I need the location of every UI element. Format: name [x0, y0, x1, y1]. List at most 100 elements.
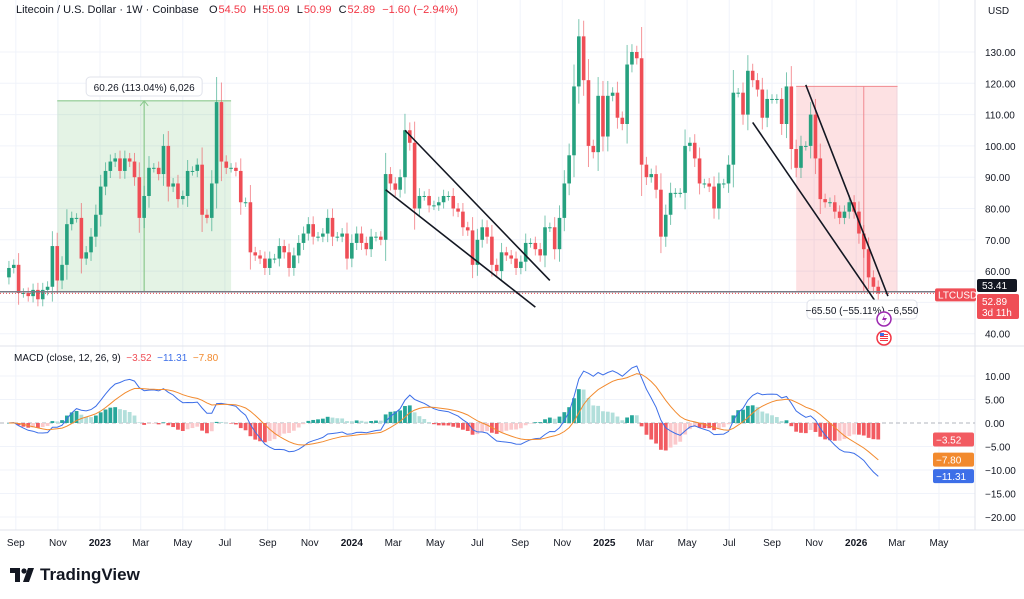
macd-histogram-bar [171, 423, 176, 428]
macd-title: MACD (close, 12, 26, 9) [14, 353, 121, 364]
candle [861, 224, 866, 258]
candle [137, 162, 142, 233]
candle [818, 143, 823, 214]
candle [176, 174, 180, 208]
candle-body [296, 242, 301, 256]
candle-body [456, 208, 460, 212]
candle [161, 134, 166, 186]
candle [26, 287, 31, 302]
candle-body [601, 95, 605, 137]
flag-canton [880, 333, 884, 336]
candle [354, 226, 359, 250]
candle [712, 176, 716, 219]
candle [465, 221, 470, 236]
tradingview-logo[interactable]: TradingView [10, 565, 140, 585]
candle [243, 197, 248, 207]
symbol-title[interactable]: Litecoin / U.S. Dollar · 1W · Coinbase [16, 4, 199, 16]
candle [103, 162, 108, 196]
price-tick-label: 80.00 [985, 205, 1010, 216]
candle-body [721, 183, 726, 185]
macd-legend[interactable]: MACD (close, 12, 26, 9) −3.52 −11.31 −7.… [14, 353, 218, 364]
macd-histogram-bar [103, 409, 108, 423]
price-tick-label: 40.00 [985, 330, 1010, 341]
macd-histogram-bar [180, 423, 185, 431]
macd-histogram-bar [422, 419, 427, 423]
time-tick-label: Mar [636, 538, 654, 549]
candle-body [166, 145, 171, 187]
macd-signal-tag [933, 452, 974, 467]
candle-body [461, 211, 465, 228]
candle [374, 231, 378, 242]
candle [118, 150, 122, 179]
macd-histogram-bar [741, 409, 745, 423]
candle-body [219, 102, 224, 162]
lightning-event-icon[interactable] [876, 311, 892, 327]
macd-histogram-bar [876, 423, 881, 440]
candle [499, 242, 504, 281]
candle-body [132, 161, 137, 178]
candle [779, 87, 784, 135]
candle [707, 177, 712, 193]
time-tick-label: Nov [553, 538, 571, 549]
candle-body [605, 95, 610, 137]
candle [383, 152, 388, 261]
macd-histogram-bar [687, 423, 692, 430]
candle [451, 188, 456, 217]
macd-histogram-bar [369, 420, 374, 423]
macd-histogram-bar [176, 423, 180, 430]
candle [345, 222, 349, 270]
candle-body [195, 164, 200, 171]
candle-body [374, 236, 378, 238]
candle [765, 89, 769, 128]
candle-body [200, 164, 204, 215]
candle-body [253, 252, 258, 256]
macd-histogram-bar [40, 423, 45, 428]
low-value: 50.99 [303, 4, 332, 16]
candle-body [504, 252, 509, 256]
candle-body [823, 199, 827, 203]
time-tick-label: May [426, 538, 445, 549]
macd-histogram-bar [509, 423, 514, 430]
candle [480, 219, 485, 248]
candle [45, 281, 50, 296]
time-tick-label: Jul [218, 538, 231, 549]
macd-histogram-bar [842, 423, 847, 440]
time-tick-label: Jul [723, 538, 736, 549]
candle-body [98, 186, 103, 215]
candle [692, 134, 697, 168]
us-flag-event-icon[interactable] [876, 330, 892, 346]
candle-body [610, 92, 615, 96]
candle [60, 256, 64, 290]
candle-body [321, 233, 325, 237]
macd-histogram-bar [234, 423, 238, 425]
long-measure-label-box [85, 76, 203, 97]
candle [577, 19, 581, 104]
candle [292, 247, 296, 276]
macd-histogram-bar [243, 423, 248, 431]
macd-histogram-bar [721, 423, 726, 428]
candle [209, 170, 214, 232]
trendline [805, 84, 889, 297]
candle-body [499, 252, 504, 272]
candle [166, 131, 171, 202]
candle-body [736, 92, 740, 94]
macd-histogram-bar [770, 415, 774, 423]
candle [485, 220, 489, 244]
candle-body [837, 211, 842, 218]
candle [234, 162, 238, 177]
candle [639, 26, 644, 196]
macd-histogram-bar [320, 418, 325, 423]
candle-body [750, 70, 755, 81]
trendline [404, 129, 551, 282]
macd-histogram-bar [480, 423, 485, 432]
candle [190, 166, 195, 176]
candle-body [11, 264, 16, 268]
candle [586, 59, 591, 168]
candle-body [775, 98, 779, 100]
candle-body [451, 195, 456, 209]
candle-body [359, 233, 364, 243]
macd-histogram-bar [543, 419, 547, 423]
candle [784, 72, 789, 139]
candle [567, 143, 571, 196]
